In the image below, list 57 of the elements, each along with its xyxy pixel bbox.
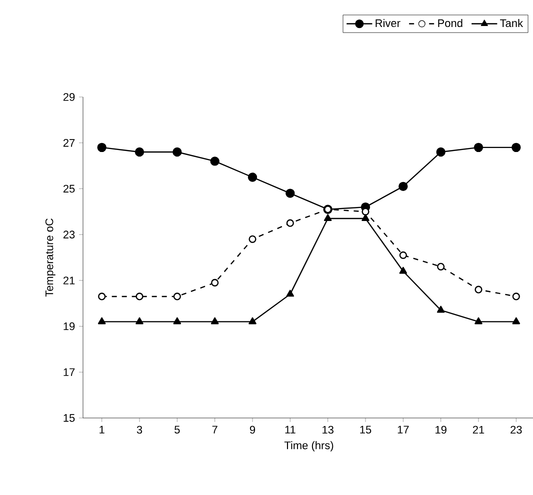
legend-label: Pond bbox=[438, 18, 462, 28]
point bbox=[286, 290, 294, 297]
point bbox=[512, 292, 520, 300]
y-axis-title: Temperature oC bbox=[45, 218, 56, 297]
point bbox=[474, 142, 484, 152]
point bbox=[286, 219, 294, 227]
point bbox=[248, 172, 258, 182]
point bbox=[173, 317, 182, 324]
point bbox=[399, 266, 408, 274]
point bbox=[436, 147, 446, 157]
point bbox=[512, 142, 521, 152]
legend-label: River bbox=[376, 18, 400, 28]
y-tick-label: 27 bbox=[63, 139, 75, 147]
point bbox=[210, 317, 219, 324]
point bbox=[136, 292, 144, 300]
point bbox=[248, 235, 256, 243]
x-tick-label: 5 bbox=[174, 426, 180, 434]
x-tick-label: 3 bbox=[136, 426, 142, 434]
point bbox=[512, 317, 520, 324]
point bbox=[98, 317, 106, 324]
x-tick-label: 7 bbox=[212, 426, 218, 434]
x-tick-label: 9 bbox=[250, 426, 256, 434]
x-tick-label: 1 bbox=[100, 426, 104, 434]
point bbox=[211, 278, 219, 287]
point bbox=[98, 292, 106, 300]
point bbox=[173, 292, 181, 300]
y-tick-label: 15 bbox=[64, 414, 75, 422]
y-tick-label: 19 bbox=[64, 322, 75, 330]
x-tick-label: 13 bbox=[322, 426, 334, 434]
point bbox=[324, 214, 332, 222]
point bbox=[286, 188, 295, 198]
point bbox=[134, 147, 144, 157]
x-tick-label: 11 bbox=[285, 426, 296, 434]
x-tick-label: 19 bbox=[436, 426, 446, 434]
point bbox=[436, 306, 445, 313]
y-tick-label: 17 bbox=[64, 368, 75, 376]
legend-label: Tank bbox=[500, 18, 524, 28]
y-tick-label: 21 bbox=[63, 276, 75, 284]
point bbox=[474, 317, 482, 324]
point bbox=[398, 182, 408, 192]
y-tick-label: 25 bbox=[63, 184, 75, 193]
point bbox=[136, 317, 144, 324]
x-axis-title: Time (hrs) bbox=[284, 441, 334, 452]
x-tick-label: 15 bbox=[360, 426, 372, 434]
point bbox=[474, 286, 482, 294]
point bbox=[437, 262, 445, 270]
x-tick-label: 21 bbox=[472, 426, 484, 434]
point bbox=[362, 214, 370, 222]
x-tick-label: 17 bbox=[398, 426, 409, 434]
y-tick-label: 29 bbox=[63, 93, 75, 101]
point bbox=[172, 147, 182, 157]
point bbox=[210, 156, 220, 166]
point bbox=[399, 251, 407, 259]
point bbox=[248, 317, 256, 324]
x-tick-label: 23 bbox=[510, 426, 522, 434]
point bbox=[97, 142, 106, 152]
y-tick-label: 23 bbox=[63, 230, 75, 238]
